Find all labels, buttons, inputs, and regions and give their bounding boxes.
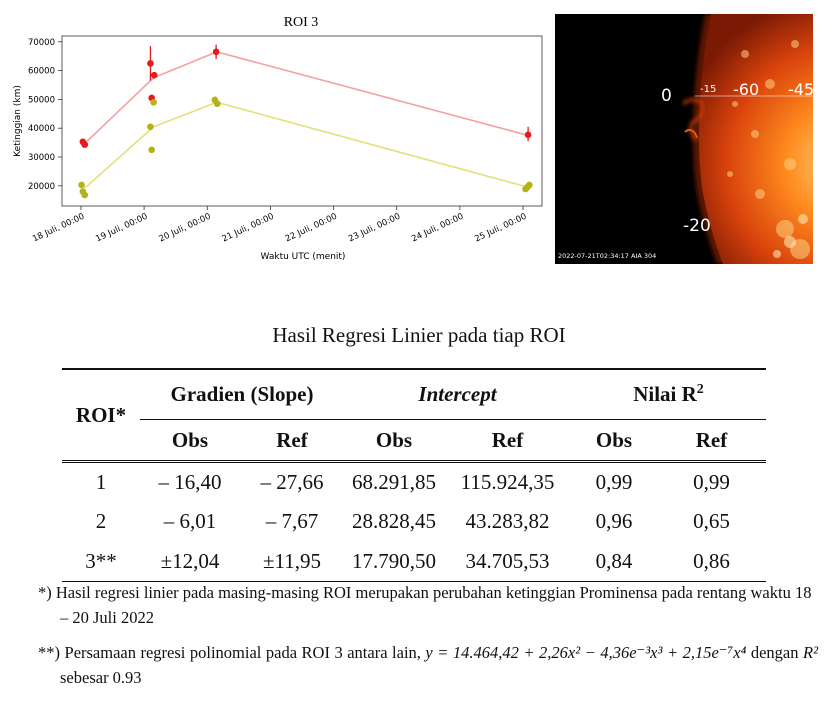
table-row: 2 – 6,01 – 7,67 28.828,45 43.283,82 0,96… (62, 501, 766, 541)
footnote-2-mark: **) (38, 643, 60, 662)
x-tick-label: 25 Juli, 00:00 (473, 212, 528, 245)
cell-int-obs: 68.291,85 (352, 469, 436, 494)
header-r2-label: Nilai R (633, 382, 697, 407)
data-point (150, 71, 158, 79)
y-tick-label: 30000 (28, 153, 55, 163)
subheader-int-ref: Ref (491, 427, 524, 452)
footnote-2-end: sebesar 0.93 (60, 668, 142, 687)
data-point (214, 100, 221, 108)
cell-r2-obs: 0,96 (595, 508, 633, 533)
footnote-2-text: Persamaan regresi polinomial pada ROI 3 … (64, 643, 421, 662)
y-tick-label: 40000 (28, 124, 55, 134)
x-tick-label: 24 Juli, 00:00 (410, 212, 465, 245)
header-intercept: Intercept (344, 369, 571, 421)
x-axis-ticks: 18 Juli, 00:00 19 Juli, 00:00 20 Juli, 00:… (31, 206, 528, 244)
data-point (212, 48, 220, 56)
footnote-1: *) Hasil regresi linier pada masing-masi… (38, 580, 818, 630)
y-tick-label: 70000 (28, 38, 55, 48)
cell-int-ref: 115.924,35 (460, 469, 555, 494)
data-point (147, 60, 154, 67)
cell-slope-ref: – 27,66 (260, 469, 324, 494)
data-point (524, 131, 532, 139)
cell-int-obs: 28.828,45 (352, 508, 436, 533)
cell-int-ref: 34.705,53 (465, 548, 550, 573)
footnote-2: **) Persamaan regresi polinomial pada RO… (38, 640, 818, 690)
fit-line-0 (83, 51, 529, 145)
solar-image-panel: 0 -15 -60 -45 -20 2022-07-21T02:34:17 AI… (555, 14, 813, 264)
cell-slope-obs: – 16,40 (158, 469, 222, 494)
image-timestamp: 2022-07-21T02:34:17 AIA 304 (558, 252, 657, 260)
y-axis-ticks: 20000 30000 40000 50000 60000 70000 (28, 38, 62, 192)
x-tick-label: 19 Juli, 00:00 (94, 212, 149, 245)
cell-slope-obs: – 6,01 (163, 508, 217, 533)
data-point (150, 98, 157, 106)
data-points (78, 48, 533, 199)
data-point (81, 141, 89, 148)
y-tick-label: 60000 (28, 67, 55, 77)
x-tick-label: 23 Juli, 00:00 (347, 212, 402, 245)
footnote-2-equation: y = 14.464,42 + 2,26x² − 4,36e⁻³x³ + 2,1… (425, 643, 747, 662)
cell-r2-ref: 0,99 (693, 469, 730, 494)
footnote-2-r2: R² (803, 643, 819, 662)
data-point (148, 146, 155, 154)
cell-slope-ref: – 7,67 (265, 508, 319, 533)
plot-area (61, 35, 543, 207)
x-tick-label: 18 Juli, 00:00 (31, 212, 86, 245)
regression-table: ROI* Gradien (Slope) Intercept Nilai R 2 … (62, 368, 766, 582)
table-caption: Hasil Regresi Linier pada tiap ROI (272, 323, 566, 347)
cell-int-obs: 17.790,50 (352, 548, 436, 573)
footnote-1-mark: *) (38, 583, 52, 602)
cell-int-ref: 43.283,82 (465, 508, 550, 533)
cell-r2-ref: 0,86 (693, 548, 730, 573)
x-tick-label: 22 Juli, 00:00 (284, 212, 339, 245)
table-row: 3** ±12,04 ±11,95 17.790,50 34.705,53 0,… (62, 541, 766, 582)
footnote-2-mid: dengan (750, 643, 799, 662)
cell-roi: 3** (85, 548, 117, 573)
fit-line-1 (83, 101, 529, 190)
data-point (81, 191, 89, 199)
x-tick-label: 20 Juli, 00:00 (158, 212, 213, 245)
marker-45: -45 (788, 80, 813, 99)
cell-r2-obs: 0,99 (595, 469, 633, 494)
y-tick-label: 50000 (28, 95, 55, 105)
cell-r2-ref: 0,65 (693, 508, 730, 533)
y-axis-label: Ketinggian (km) (13, 85, 23, 157)
subheader-slope-obs: Obs (171, 427, 209, 452)
cell-slope-obs: ±12,04 (160, 548, 220, 573)
subheader-r2-ref: Ref (695, 427, 728, 452)
data-point (147, 123, 154, 131)
data-point (526, 181, 533, 189)
header-slope: Gradien (Slope) (140, 369, 344, 421)
y-tick-label: 20000 (28, 182, 55, 192)
header-r2: Nilai R2 (571, 369, 766, 421)
marker-60: -60 (733, 80, 760, 99)
marker-0: 0 (661, 86, 672, 106)
x-axis-label: Waktu UTC (menit) (261, 252, 346, 262)
subheader-int-obs: Obs (375, 427, 413, 452)
fit-lines (83, 51, 529, 190)
header-roi: ROI* (75, 402, 127, 427)
data-point (78, 181, 85, 189)
footnote-1-text: Hasil regresi linier pada masing-masing … (55, 583, 812, 627)
height-time-chart: ROI 3 20000 30000 40000 50000 60000 70000 18 … (13, 15, 543, 262)
cell-slope-ref: ±11,95 (263, 548, 321, 573)
table-footnotes: *) Hasil regresi linier pada masing-masi… (38, 580, 818, 690)
solar-image (555, 14, 813, 264)
cell-roi: 1 (95, 469, 107, 494)
cell-roi: 2 (95, 508, 107, 533)
subheader-slope-ref: Ref (276, 427, 308, 452)
header-r2-sup: 2 (696, 382, 704, 398)
chart-title: ROI 3 (284, 15, 319, 30)
marker-minus20: -20 (683, 216, 711, 236)
cell-r2-obs: 0,84 (595, 548, 633, 573)
marker-15: -15 (700, 84, 717, 95)
table-row: 1 – 16,40 – 27,66 68.291,85 115.924,35 0… (62, 462, 766, 502)
subheader-r2-obs: Obs (595, 427, 633, 452)
x-tick-label: 21 Juli, 00:00 (221, 212, 276, 245)
